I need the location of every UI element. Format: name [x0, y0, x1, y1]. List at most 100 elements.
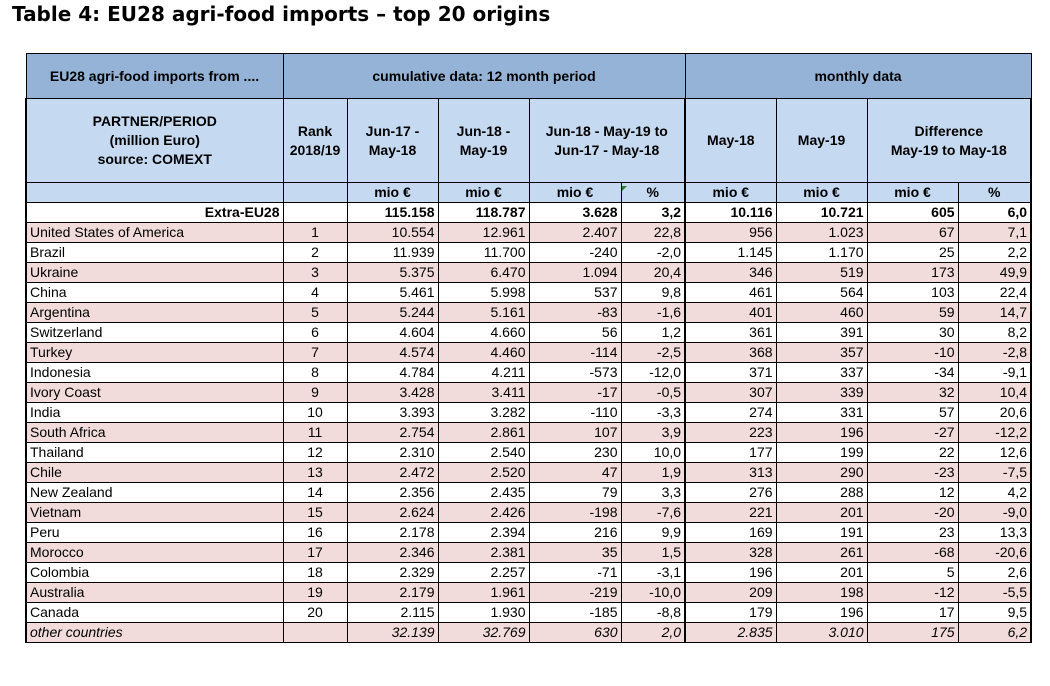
table-row: Chile 13 2.472 2.520 47 1,9 313 290 -23 -7,5 — [25, 462, 1033, 483]
value-cell: 57 — [866, 402, 959, 423]
value-cell: 10,0 — [620, 442, 687, 463]
rank-cell: 18 — [282, 562, 348, 583]
value-cell: 1.145 — [684, 242, 777, 263]
country-name: Ivory Coast — [25, 382, 284, 403]
value-cell: 22,4 — [957, 282, 1033, 303]
value-cell: 6.470 — [437, 262, 530, 283]
value-cell: 9,5 — [957, 602, 1033, 623]
value-cell: 313 — [684, 462, 777, 483]
country-name: Morocco — [25, 542, 284, 563]
value-cell: 328 — [684, 542, 777, 563]
value-cell: -2,8 — [957, 342, 1033, 363]
rank-cell: 6 — [282, 322, 348, 343]
table-row: New Zealand 14 2.356 2.435 79 3,3 276 288 12 4,2 — [25, 482, 1033, 503]
value-cell: -3,3 — [620, 402, 687, 423]
unit-cell: mio € — [775, 182, 868, 203]
value-cell: 2.381 — [437, 542, 530, 563]
header-month-2: May-19 — [775, 98, 868, 183]
value-cell: 9,8 — [620, 282, 687, 303]
value-cell: -114 — [528, 342, 622, 363]
table-row: Australia 19 2.179 1.961 -219 -10,0 209 198 -12-… — [25, 582, 1033, 603]
table-row: Ivory Coast 9 3.428 3.411 -17 -0,5 307 339 32 10,… — [25, 382, 1033, 403]
value-cell: -185 — [528, 602, 622, 623]
header-period-change-line: Jun-17 - May-18 — [554, 141, 660, 158]
value-cell: 59 — [866, 302, 959, 323]
value-cell: -1,6 — [620, 302, 687, 323]
table-row: Argentina 5 5.244 5.161 -83 -1,6 401 460 59 14,7 — [25, 302, 1033, 323]
header-row-2: PARTNER/PERIOD (million Euro) source: CO… — [25, 98, 1033, 183]
other-countries-row: other countries 32.139 32.769 630 2,0 2.835 3.… — [25, 622, 1033, 643]
unit-cell: mio € — [437, 182, 530, 203]
value-cell: 10,4 — [957, 382, 1033, 403]
value-cell: 956 — [684, 222, 777, 243]
value-cell: 337 — [775, 362, 868, 383]
header-rank-line: 2018/19 — [289, 141, 341, 158]
value-cell: 223 — [684, 422, 777, 443]
total-row: Extra-EU28 115.158 118.787 3.628 3,2 10.… — [25, 202, 1033, 223]
header-difference-line: Difference — [914, 122, 984, 139]
rank-cell: 8 — [282, 362, 348, 383]
header-partner-line: PARTNER/PERIOD — [92, 113, 217, 129]
country-name: Ukraine — [25, 262, 284, 283]
value-cell: 4.660 — [437, 322, 530, 343]
table-row: Turkey 7 4.574 4.460 -114 -2,5 368 357 -10 -2,8 — [25, 342, 1033, 363]
value-cell: -573 — [528, 362, 622, 383]
value-cell: -10,0 — [620, 582, 687, 603]
value-cell: 11.700 — [437, 242, 530, 263]
value-cell: 11.939 — [346, 242, 439, 263]
unit-cell: mio € — [866, 182, 959, 203]
table-row: Morocco 17 2.346 2.381 35 1,5 328 261 -68 -20,6 — [25, 542, 1033, 563]
table-row: Peru 16 2.178 2.394 216 9,9 169 191 23 13,3 — [25, 522, 1033, 543]
rank-cell: 13 — [282, 462, 348, 483]
value-cell: -219 — [528, 582, 622, 603]
unit-cell: mio € — [528, 182, 622, 203]
total-name: Extra-EU28 — [25, 202, 284, 223]
value-cell: -34 — [866, 362, 959, 383]
rank-cell: 15 — [282, 502, 348, 523]
value-cell: 2.329 — [346, 562, 439, 583]
value-cell: 13,3 — [957, 522, 1033, 543]
value-cell: 173 — [866, 262, 959, 283]
value-cell: -9,1 — [957, 362, 1033, 383]
table-row: Indonesia 8 4.784 4.211 -573 -12,0 371 337 -34 -9… — [25, 362, 1033, 383]
value-cell: 2.426 — [437, 502, 530, 523]
rank-cell: 9 — [282, 382, 348, 403]
value-cell: -3,1 — [620, 562, 687, 583]
header-imports-from: EU28 agri-food imports from .... — [25, 53, 284, 99]
value-cell: 2.356 — [346, 482, 439, 503]
value-cell: 12.961 — [437, 222, 530, 243]
value-cell: 1.930 — [437, 602, 530, 623]
value-cell: 2.394 — [437, 522, 530, 543]
value-cell: -12,0 — [620, 362, 687, 383]
value-cell: 3,9 — [620, 422, 687, 443]
value-cell: 2.115 — [346, 602, 439, 623]
value-cell: 175 — [866, 622, 959, 643]
total-value: 10.116 — [684, 202, 777, 223]
table-row: Canada 20 2.115 1.930 -185 -8,8 179 196 17 9,5 — [25, 602, 1033, 623]
value-cell: -110 — [528, 402, 622, 423]
value-cell: 5.161 — [437, 302, 530, 323]
imports-table: EU28 agri-food imports from .... cumulat… — [25, 53, 1033, 643]
rank-cell: 10 — [282, 402, 348, 423]
value-cell: 12,6 — [957, 442, 1033, 463]
value-cell: 3.282 — [437, 402, 530, 423]
header-partner: PARTNER/PERIOD (million Euro) source: CO… — [25, 98, 284, 183]
total-value: 605 — [866, 202, 959, 223]
value-cell: 56 — [528, 322, 622, 343]
value-cell: 201 — [775, 562, 868, 583]
value-cell: 20,4 — [620, 262, 687, 283]
value-cell: 4.460 — [437, 342, 530, 363]
rank-cell: 4 — [282, 282, 348, 303]
value-cell: 49,9 — [957, 262, 1033, 283]
value-cell: 196 — [775, 422, 868, 443]
value-cell: 261 — [775, 542, 868, 563]
value-cell: 12 — [866, 482, 959, 503]
header-partner-line: (million Euro) — [109, 132, 200, 148]
country-name: China — [25, 282, 284, 303]
country-name: Canada — [25, 602, 284, 623]
value-cell: 2.540 — [437, 442, 530, 463]
table-row: Ukraine 3 5.375 6.470 1.094 20,4 346 519 173 49,9 — [25, 262, 1033, 283]
value-cell: 331 — [775, 402, 868, 423]
value-cell: 10.554 — [346, 222, 439, 243]
value-cell: 2.257 — [437, 562, 530, 583]
